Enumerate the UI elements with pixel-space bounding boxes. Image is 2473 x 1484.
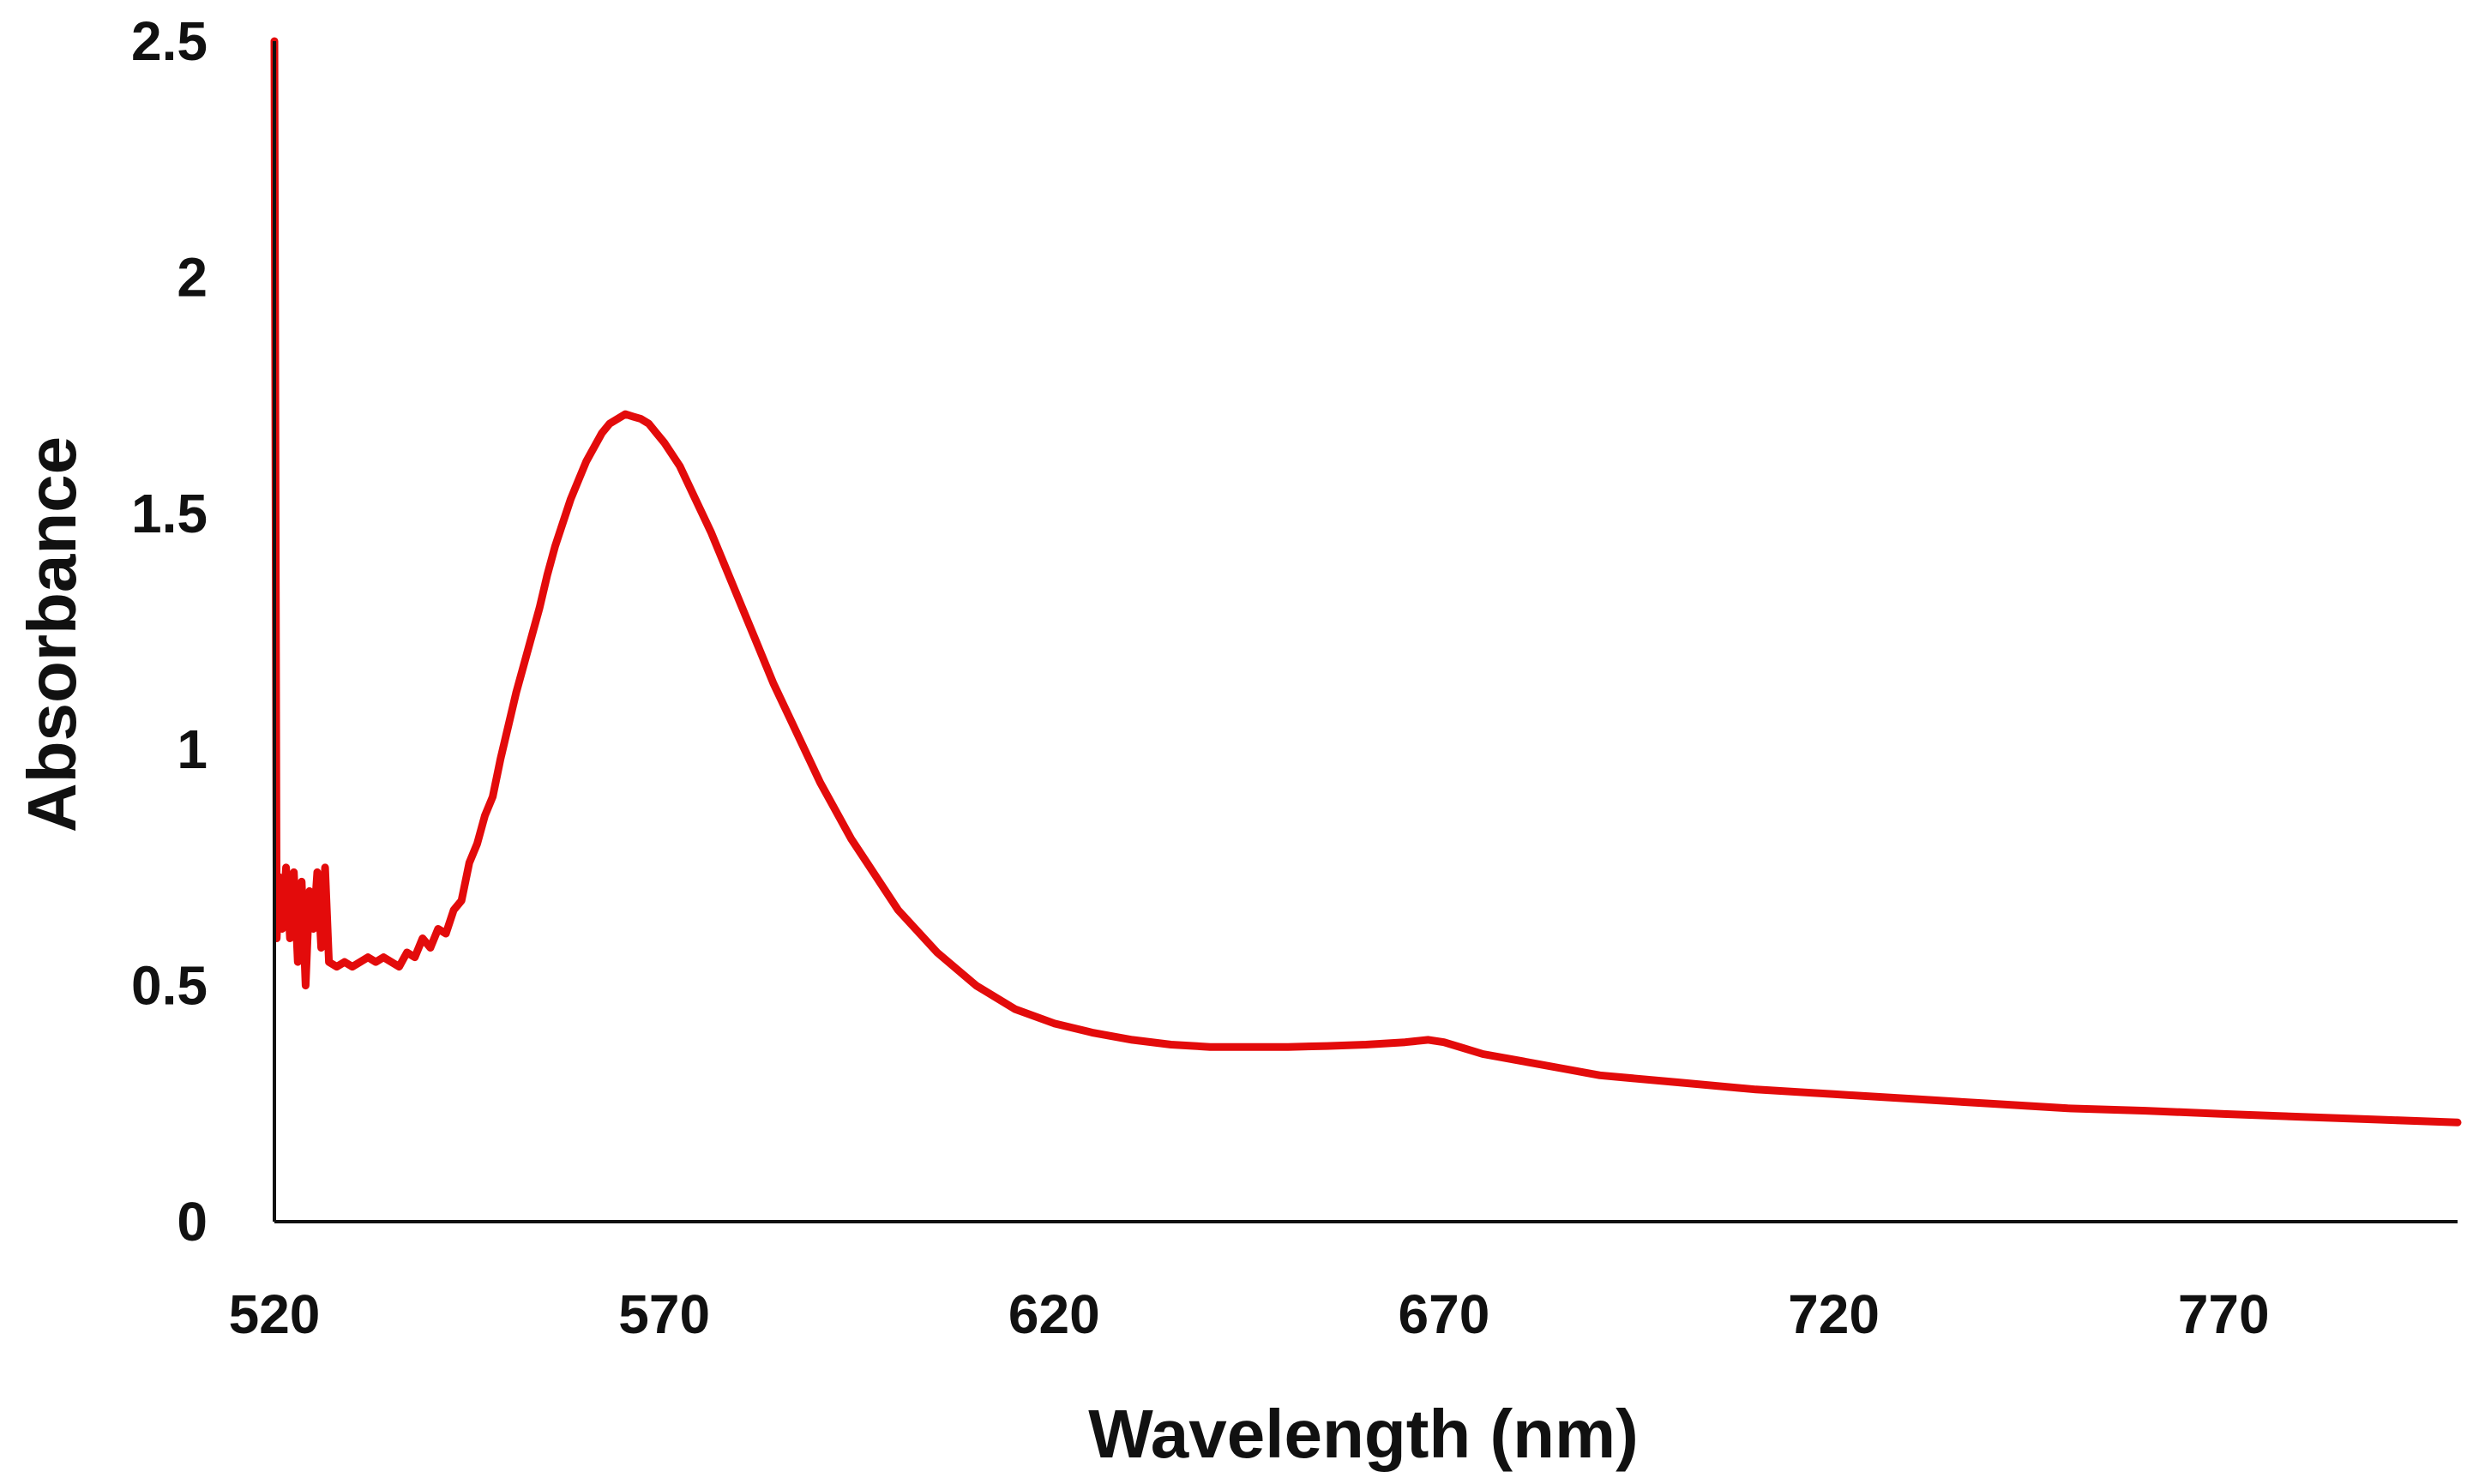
x-tick-label: 620 [1008,1283,1100,1345]
y-tick-label: 2.5 [131,10,208,72]
x-tick-label: 520 [229,1283,321,1345]
series-line-0 [270,37,2462,1127]
x-tick-label: 720 [1788,1283,1880,1345]
x-tick-labels: 520 570 620 670 720 770 [229,1283,2270,1345]
y-axis-title: Absorbance [14,436,90,832]
x-tick-label: 770 [2178,1283,2270,1345]
y-tick-label: 0.5 [131,955,208,1017]
axes [273,41,2458,1223]
y-tick-labels: 0 0.5 1 1.5 2 2.5 [131,10,208,1253]
x-axis-title: Wavelength (nm) [1088,1396,1638,1472]
y-tick-label: 1.5 [131,483,208,544]
y-tick-label: 1 [177,718,208,780]
plot-area [270,37,2462,1127]
y-tick-label: 2 [177,246,208,308]
x-tick-label: 670 [1399,1283,1490,1345]
y-tick-label: 0 [177,1191,208,1253]
x-tick-label: 570 [618,1283,710,1345]
